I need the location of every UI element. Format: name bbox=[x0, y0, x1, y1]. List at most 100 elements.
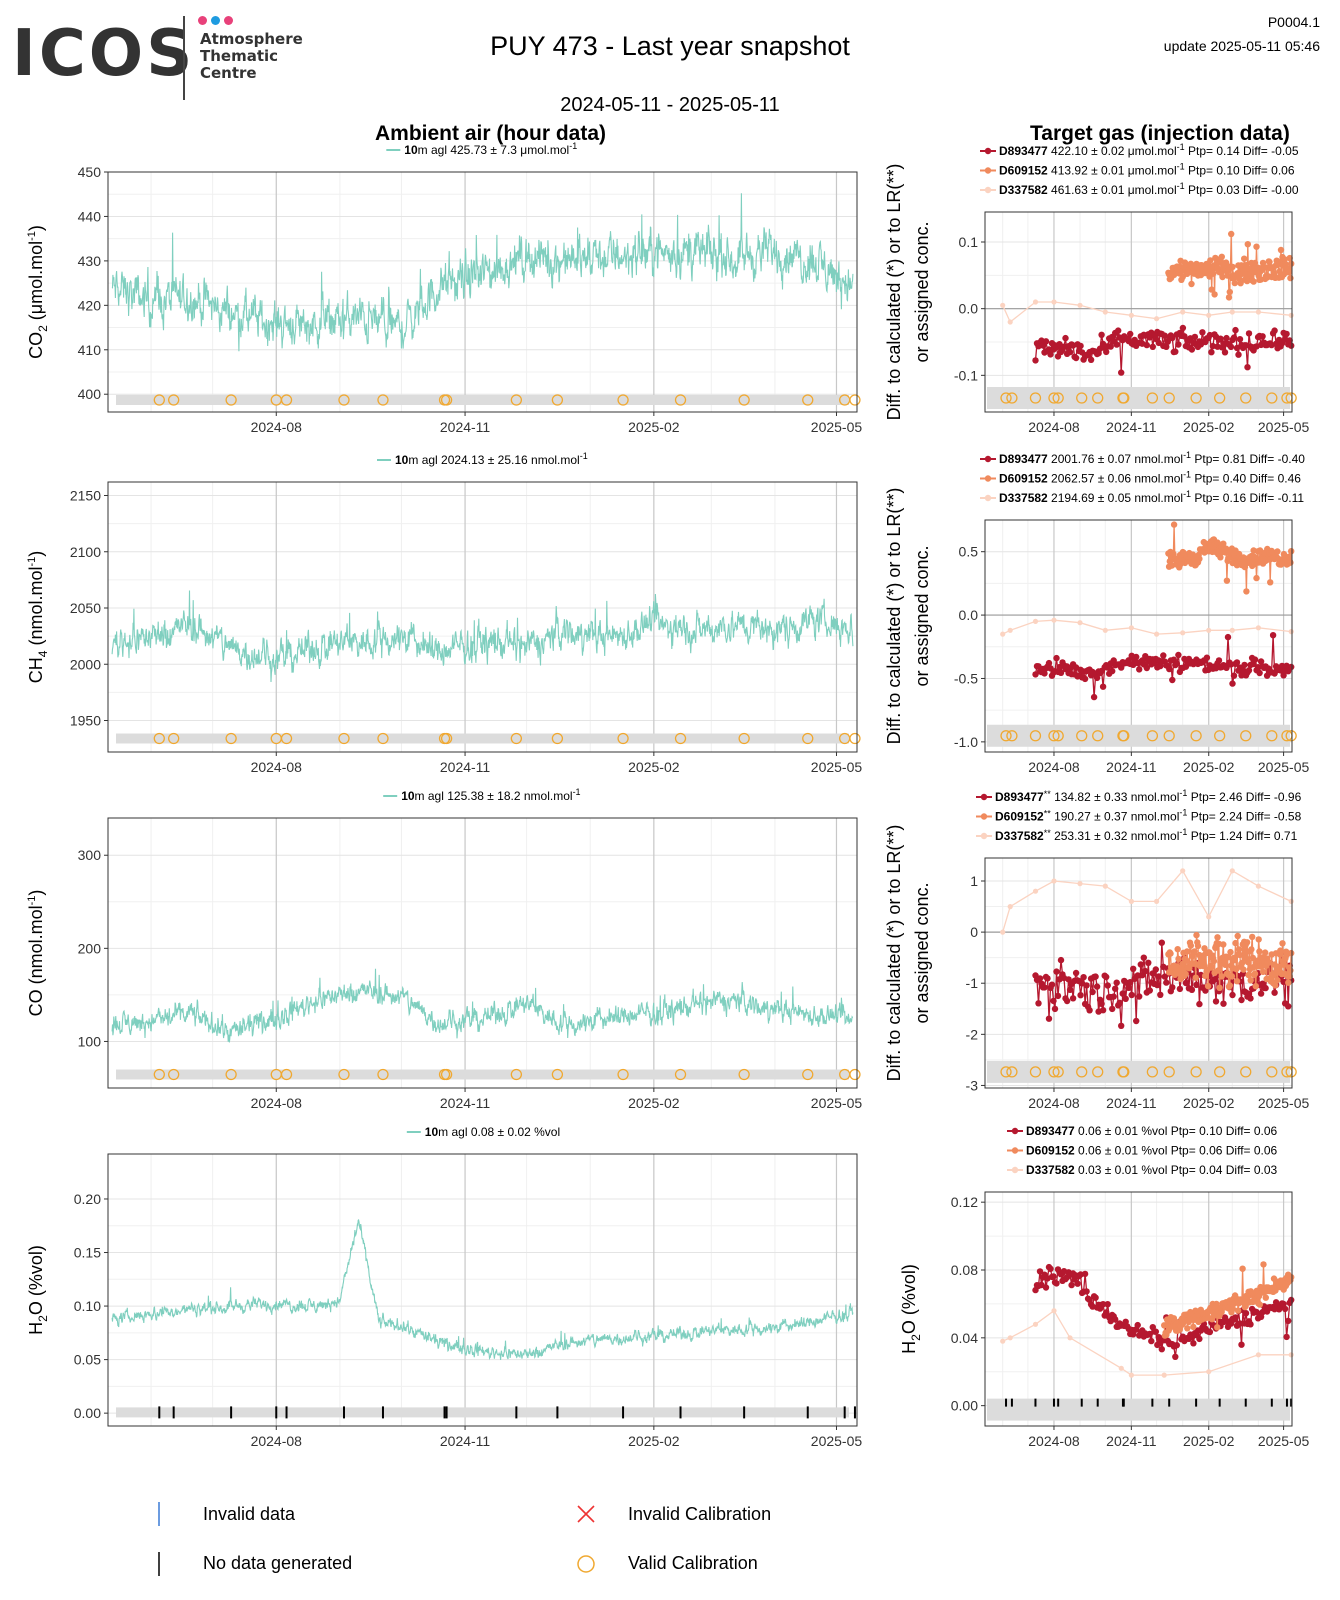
target-section-title: Target gas (injection data) bbox=[1030, 122, 1290, 145]
co2-target-point-D893477 bbox=[1191, 333, 1199, 341]
co2-target-point-D609152 bbox=[1266, 258, 1273, 266]
h2o-target-frame bbox=[984, 1191, 1293, 1427]
ch4-target-point-D609152 bbox=[1217, 554, 1224, 561]
ch4-target-point-D893477 bbox=[1160, 652, 1167, 659]
h2o-calibration-band bbox=[116, 1407, 849, 1418]
ch4-target-point-D893477 bbox=[1175, 651, 1182, 659]
invalid-calibration-label: Invalid Calibration bbox=[628, 1504, 771, 1524]
h2o-target-point-D893477 bbox=[1092, 1294, 1099, 1301]
co2-target-point-D893477 bbox=[1235, 351, 1242, 358]
co-target-point-D609152 bbox=[1262, 949, 1269, 956]
co-target-point-D893477 bbox=[1086, 1007, 1093, 1014]
co-target-point-D337582 bbox=[1206, 914, 1212, 920]
h2o-target-point-D893477 bbox=[1152, 1328, 1160, 1335]
co-target-point-D609152 bbox=[1175, 955, 1182, 963]
h2o-target-point-D893477 bbox=[1099, 1301, 1107, 1308]
co2-calibration-marker bbox=[225, 394, 237, 406]
co-target-point-D893477 bbox=[1036, 975, 1044, 982]
co2-target-point-D893477 bbox=[1143, 341, 1151, 349]
ch4-ambient-xtick-label: 2024-08 bbox=[251, 759, 303, 775]
co2-target-point-D893477 bbox=[1163, 343, 1170, 350]
ch4-target-point-D337582 bbox=[1077, 620, 1083, 626]
ch4-target-calibration-marker bbox=[1240, 730, 1252, 742]
co-target-point-D337582 bbox=[1288, 898, 1294, 905]
co2-ambient-legend: 10m agl 425.73 ± 7.3 μmol.mol-1 bbox=[386, 141, 577, 157]
co2-ambient-xtick-label: 2025-05 bbox=[811, 419, 863, 435]
co-ambient-xtick-label: 2025-02 bbox=[628, 1095, 680, 1111]
h2o-ambient-legend: 10m agl 0.08 ± 0.02 %vol bbox=[406, 1125, 560, 1139]
ch4-target-calibration-marker bbox=[1000, 730, 1012, 742]
co2-target-point-D893477 bbox=[1066, 348, 1074, 356]
co-target-point-D893477 bbox=[1080, 974, 1087, 981]
ch4-target-point-D609152 bbox=[1170, 521, 1178, 528]
co-target-point-D893477 bbox=[1176, 985, 1184, 993]
h2o-target-point-D609152 bbox=[1190, 1323, 1197, 1331]
ch4-calibration-marker bbox=[510, 732, 523, 745]
update-timestamp: update 2025-05-11 05:46 bbox=[1163, 38, 1320, 54]
ch4-target-point-D337582 bbox=[1128, 625, 1134, 631]
co2-target-legend-dot bbox=[984, 147, 992, 155]
co2-target-point-D337582 bbox=[1255, 309, 1261, 315]
h2o-ambient-xtick-label: 2025-05 bbox=[811, 1433, 863, 1449]
co-target-point-D893477 bbox=[1092, 973, 1099, 980]
h2o-target-legend-dot bbox=[1011, 1166, 1019, 1174]
ch4-target-point-D893477 bbox=[1238, 672, 1245, 679]
ch4-calibration-marker bbox=[338, 732, 350, 745]
co-target-point-D337582 bbox=[1077, 881, 1083, 887]
co-target-point-D893477 bbox=[1044, 975, 1051, 982]
co-target-point-D893477 bbox=[1035, 1000, 1042, 1007]
co-target-point-D609152 bbox=[1259, 968, 1267, 975]
co2-target-ytick-label: 0.0 bbox=[959, 301, 979, 317]
ch4-target-point-D609152 bbox=[1223, 577, 1231, 584]
co2-target-chart: -0.1 0.0 0.1 2024-08 2024-11 2025-02 2025-05 D8… bbox=[884, 142, 1309, 435]
ch4-target-point-D893477 bbox=[1215, 657, 1223, 664]
co2-ambient-ytick-label: 400 bbox=[78, 386, 102, 402]
ch4-target-calibration-marker bbox=[1214, 730, 1226, 742]
co-target-point-D893477 bbox=[1257, 990, 1265, 997]
co2-ambient-ytick-label: 420 bbox=[78, 297, 102, 313]
co-target-calibration-marker bbox=[1029, 1066, 1042, 1078]
h2o-target-point-D337582 bbox=[1118, 1365, 1124, 1371]
ch4-target-point-D893477 bbox=[1166, 665, 1173, 673]
co-ambient-legend: 10m agl 125.38 ± 18.2 nmol.mol-1 bbox=[383, 787, 581, 803]
ch4-target-point-D609152 bbox=[1196, 555, 1203, 562]
co2-target-point-D893477 bbox=[1259, 333, 1266, 340]
ch4-target-legend-dot bbox=[984, 475, 992, 482]
ch4-target-point-D893477 bbox=[1173, 660, 1181, 667]
co-target-point-D609152 bbox=[1201, 945, 1208, 952]
co-target-point-D893477 bbox=[1196, 1000, 1203, 1008]
co-target-legend-label: D893477** 134.82 ± 0.33 nmol.mol-1 Ptp= … bbox=[995, 788, 1302, 804]
ch4-target-calibration-marker bbox=[1146, 730, 1159, 742]
co-target-point-D893477 bbox=[1137, 961, 1145, 968]
co-target-point-D893477 bbox=[1119, 990, 1126, 997]
ch4-calibration-marker bbox=[617, 732, 629, 745]
co2-target-point-D609152 bbox=[1237, 280, 1244, 287]
ch4-target-point-D609152 bbox=[1170, 550, 1177, 557]
co2-target-calibration-marker bbox=[1266, 392, 1278, 404]
co2-target-point-D893477 bbox=[1087, 356, 1095, 363]
co-target-point-D893477 bbox=[1145, 959, 1152, 966]
co-target-calibration-marker bbox=[1048, 1066, 1060, 1078]
co-target-frame bbox=[984, 857, 1293, 1089]
ch4-target-point-D337582 bbox=[1206, 627, 1212, 633]
co2-ambient-line bbox=[111, 193, 854, 352]
co-ambient-ytick-label: 100 bbox=[78, 1033, 102, 1049]
co-ambient-line bbox=[111, 968, 854, 1043]
h2o-target-legend-label: D337582 0.03 ± 0.01 %vol Ptp= 0.04 Diff=… bbox=[1026, 1163, 1278, 1177]
ch4-target-point-D893477 bbox=[1251, 656, 1259, 663]
ch4-target-calibration-marker bbox=[1092, 730, 1104, 742]
co-target-point-D609152 bbox=[1218, 973, 1226, 980]
co2-ambient-ytick-label: 430 bbox=[78, 253, 102, 269]
ch4-ambient-xtick-label: 2025-05 bbox=[811, 759, 863, 775]
co-target-calibration-band bbox=[987, 1060, 1290, 1083]
ch4-target-ytick-label: 0.0 bbox=[959, 607, 979, 623]
invalid-calibration-marker bbox=[577, 1505, 595, 1523]
co-calibration-marker bbox=[153, 1068, 165, 1081]
h2o-target-point-D609152 bbox=[1184, 1325, 1191, 1332]
co2-target-point-D337582 bbox=[1000, 302, 1006, 308]
h2o-target-point-D609152 bbox=[1234, 1307, 1242, 1314]
ch4-target-calibration-marker bbox=[1006, 730, 1018, 742]
ch4-target-point-D609152 bbox=[1287, 559, 1294, 566]
co2-target-calibration-marker bbox=[1190, 392, 1202, 404]
co-target-point-D893477 bbox=[1133, 1017, 1140, 1025]
